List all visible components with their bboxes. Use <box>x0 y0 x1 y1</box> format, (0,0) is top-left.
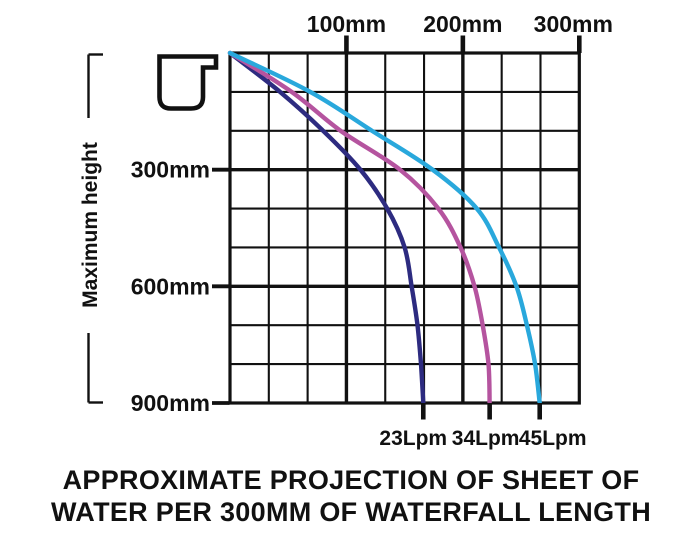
y-axis-tick-label: 600mm <box>131 273 210 299</box>
y-axis-title: Maximum height <box>79 142 102 308</box>
flow-curve-34lpm <box>227 50 492 406</box>
flow-label-45lpm: 45Lpm <box>519 427 587 450</box>
flow-label-34lpm: 34Lpm <box>452 427 520 450</box>
flow-curve-23lpm <box>227 50 426 406</box>
title-line-2: WATER PER 300MM OF WATERFALL LENGTH <box>51 497 651 527</box>
axes-layer: 100mm 200mm 300mm 300mm 600mm 900mm <box>131 11 613 416</box>
flow-label-23lpm: 23Lpm <box>379 427 447 450</box>
grid-layer <box>228 51 581 405</box>
y-axis-tick-label: 300mm <box>131 157 210 183</box>
x-axis-tick-label: 300mm <box>534 11 613 37</box>
flow-curve-45lpm <box>227 50 542 406</box>
title-line-1: APPROXIMATE PROJECTION OF SHEET OF <box>63 465 640 495</box>
height-bracket <box>87 53 103 404</box>
y-axis-tick-label: 900mm <box>131 390 210 416</box>
x-axis-tick-label: 100mm <box>307 11 386 37</box>
spout-icon <box>157 54 219 111</box>
x-axis-tick-label: 200mm <box>423 11 502 37</box>
curves-layer: 23Lpm 34Lpm 45Lpm <box>227 50 587 450</box>
grid-border <box>228 51 581 405</box>
